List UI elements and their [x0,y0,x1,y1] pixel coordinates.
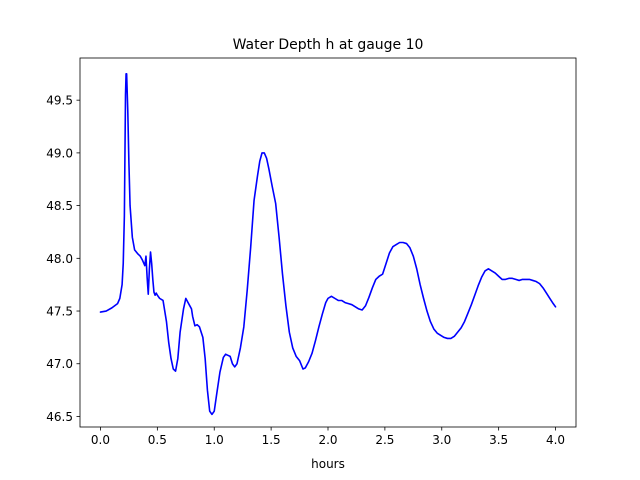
x-tick-label: 3.5 [489,433,508,447]
y-tick-label: 48.5 [46,199,73,213]
y-tick-label: 49.5 [46,94,73,108]
x-tick-label: 0.5 [148,433,167,447]
x-axis-ticks: 0.0 0.5 1.0 1.5 2.0 2.5 3.0 3.5 4.0 [91,427,565,447]
y-axis-ticks: 46.5 47.0 47.5 48.0 48.5 49.0 49.5 [46,94,80,424]
x-tick-label: 3.0 [432,433,451,447]
y-tick-label: 47.5 [46,305,73,319]
x-axis-label: hours [311,457,345,471]
x-tick-label: 0.0 [91,433,110,447]
chart-title: Water Depth h at gauge 10 [233,37,424,53]
y-tick-label: 48.0 [46,252,73,266]
y-tick-label: 49.0 [46,146,73,160]
x-tick-label: 1.5 [262,433,281,447]
axes-frame [79,57,577,428]
x-tick-label: 2.5 [375,433,394,447]
x-tick-label: 1.0 [205,433,224,447]
y-tick-label: 47.0 [46,357,73,371]
x-tick-label: 4.0 [546,433,565,447]
x-tick-label: 2.0 [318,433,337,447]
series-line-0 [99,73,557,416]
y-tick-label: 46.5 [46,410,73,424]
plot-area [79,57,577,428]
